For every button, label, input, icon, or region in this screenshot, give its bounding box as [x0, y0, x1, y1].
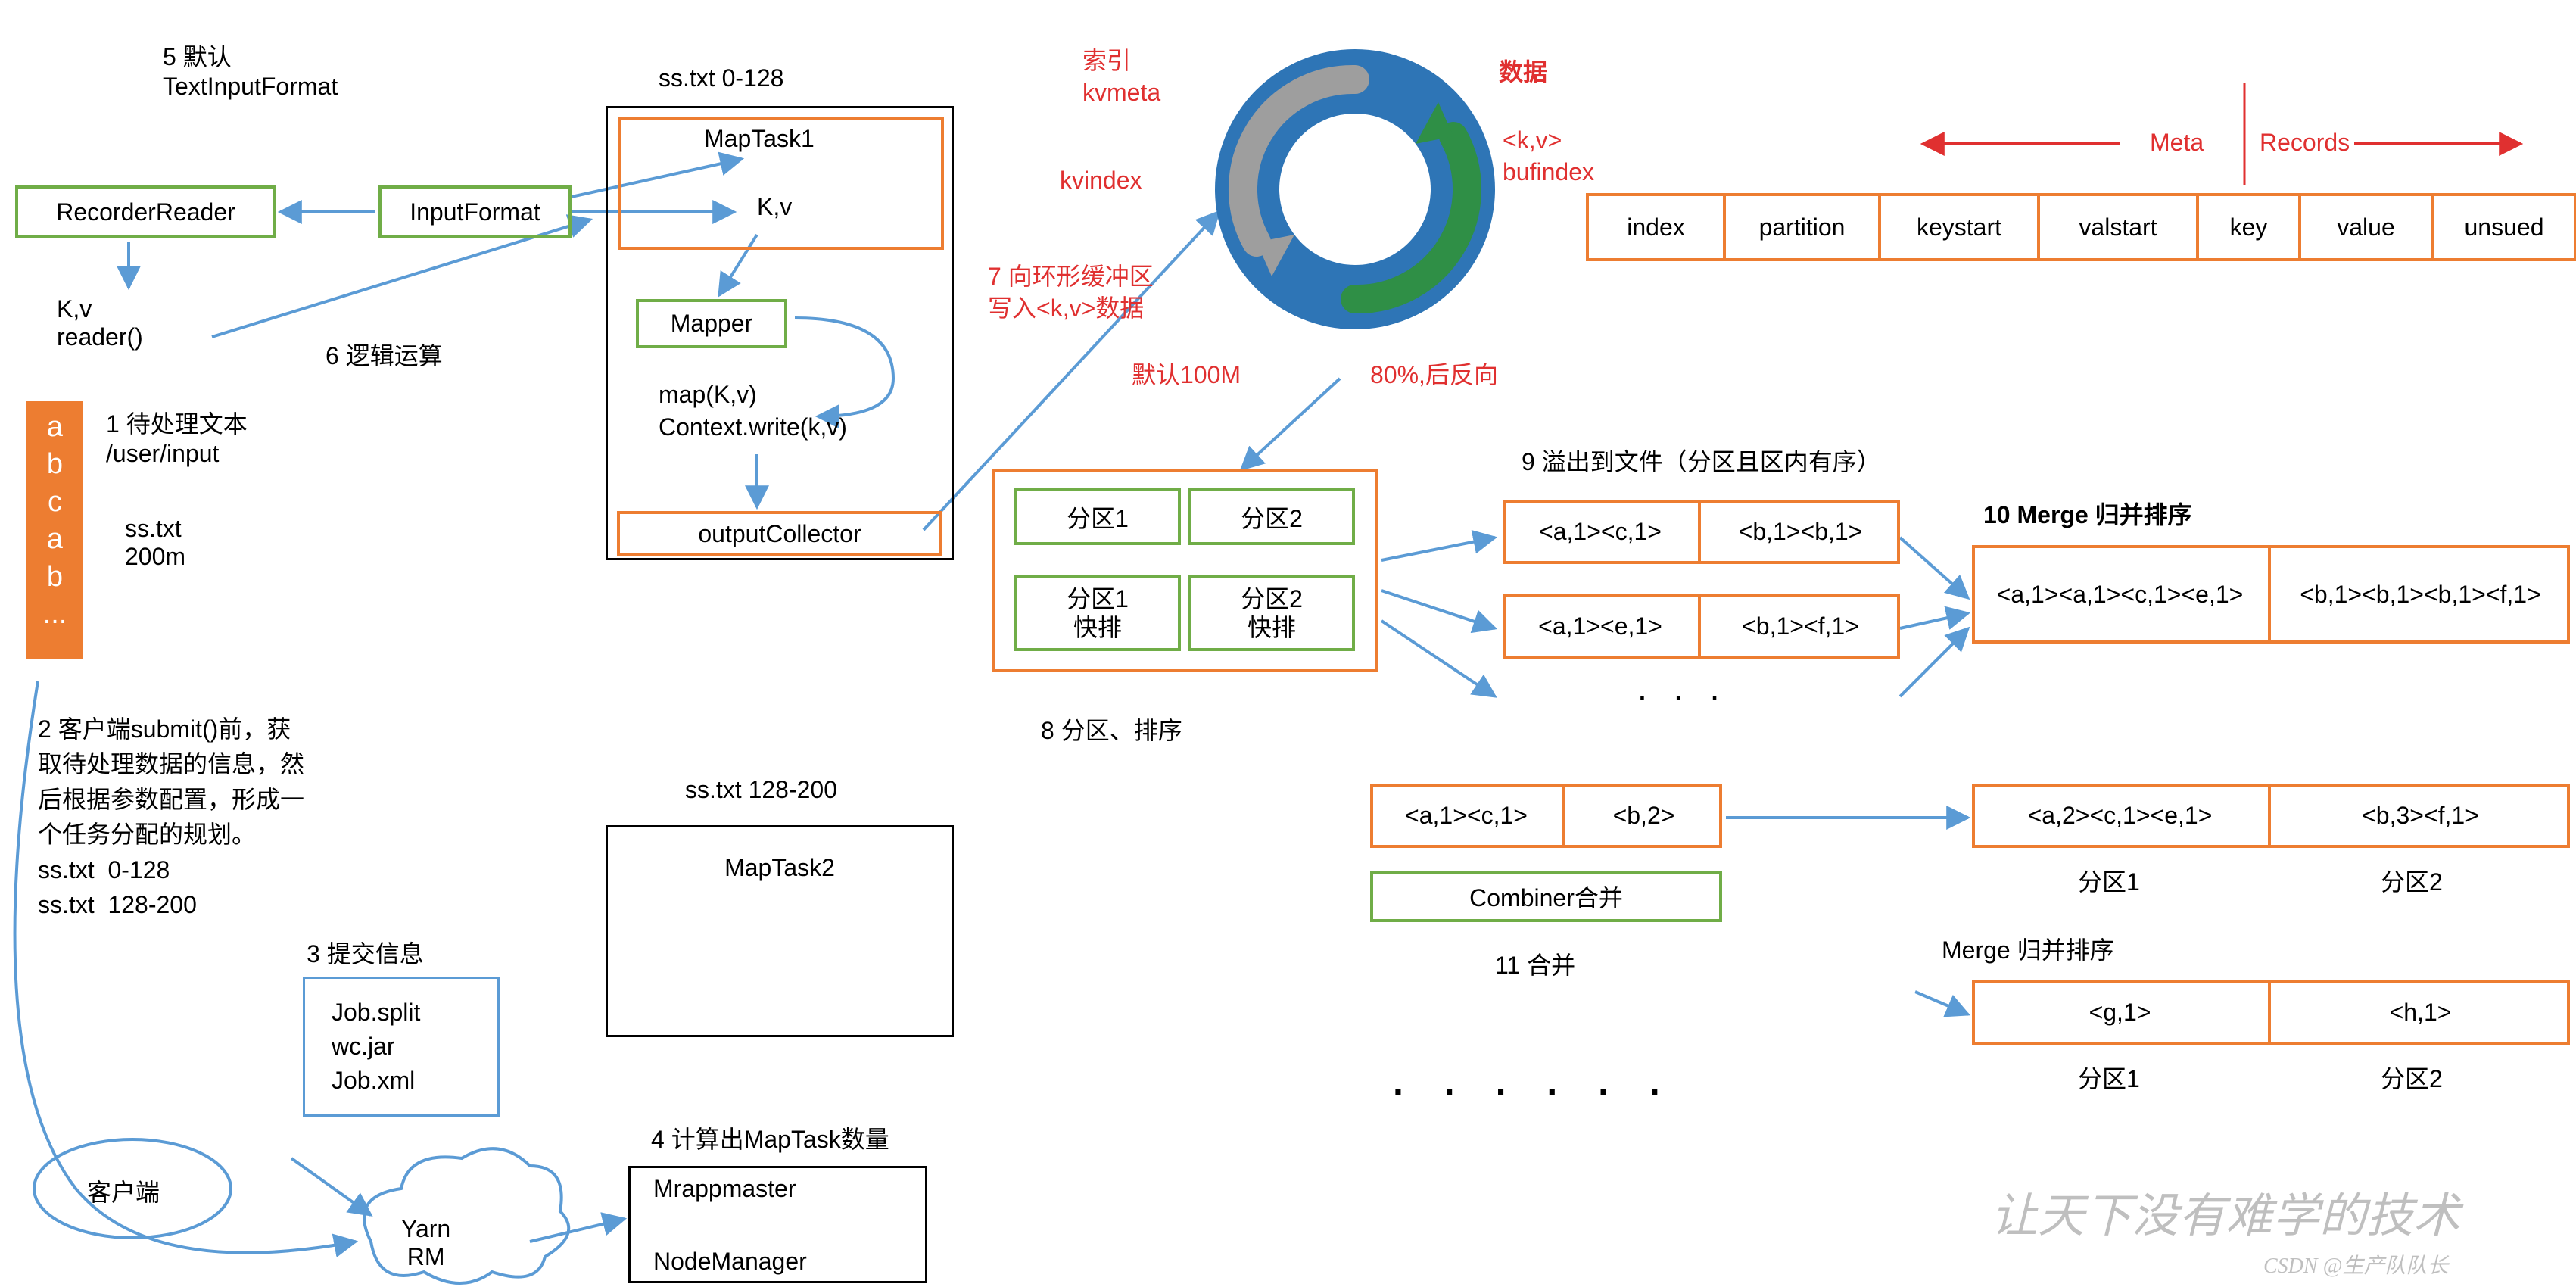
- merge-bottom-r1c2: <b,3><f,1>: [2271, 784, 2570, 848]
- merge-bottom-r2c1: <g,1>: [1972, 980, 2271, 1045]
- meta-cell-valstart: valstart: [2040, 193, 2199, 261]
- kv-reader-label: K,v reader(): [57, 295, 143, 351]
- output-collector-box: outputCollector: [617, 511, 942, 556]
- ring-80pct-label: 80%,后反向: [1370, 356, 1498, 391]
- partition1-sort: 分区1 快排: [1014, 575, 1181, 651]
- merge-bottom-p2b: 分区2: [2381, 1060, 2443, 1095]
- maptask1-kv: K,v: [757, 193, 792, 221]
- meta-cell-unsued: unsued: [2434, 193, 2576, 261]
- combiner-box: Combiner合并: [1370, 871, 1722, 922]
- diagram-canvas: 5 默认 TextInputFormat RecorderReader Inpu…: [0, 0, 2576, 1287]
- spill-r2c2: <b,1><f,1>: [1701, 594, 1900, 659]
- partition1: 分区1: [1014, 488, 1181, 545]
- step4-label: 4 计算出MapTask数量: [651, 1120, 889, 1155]
- job-info-box: Job.split wc.jar Job.xml: [303, 977, 500, 1117]
- spill-r1c1: <a,1><c,1>: [1503, 500, 1701, 564]
- yarn-label: Yarn RM: [401, 1215, 450, 1271]
- merge10-title: 10 Merge 归并排序: [1983, 496, 2192, 531]
- partition2: 分区2: [1188, 488, 1355, 545]
- meta-cell-keystart: keystart: [1881, 193, 2040, 261]
- ring-100m-label: 默认100M: [1132, 356, 1241, 391]
- watermark-sub: CSDN @生产队队长: [2263, 1249, 2448, 1279]
- step5-label: 5 默认 TextInputFormat: [163, 38, 338, 101]
- ring-kv-bufindex: <k,v> bufindex: [1503, 125, 1594, 188]
- step3-label: 3 提交信息: [307, 935, 424, 970]
- step1-label: 1 待处理文本 /user/input: [106, 405, 248, 468]
- watermark-main: 让天下没有难学的技术: [1991, 1177, 2460, 1245]
- combine-c2: <b,2>: [1565, 784, 1722, 848]
- maptask2-box: MapTask2: [606, 825, 954, 1037]
- input-file-column: a b c a b ...: [26, 401, 83, 659]
- maptask1-name: MapTask1: [704, 125, 815, 153]
- merge-bottom-r1c1: <a,2><c,1><e,1>: [1972, 784, 2271, 848]
- spill-r2c1: <a,1><e,1>: [1503, 594, 1701, 659]
- mapkv-label: map(K,v) Context.write(k,v): [659, 379, 847, 444]
- maptask2-title: ss.txt 128-200: [685, 776, 837, 804]
- step8-label: 8 分区、排序: [1041, 712, 1182, 746]
- merge10-c2: <b,1><b,1><b,1><f,1>: [2271, 545, 2570, 644]
- ring-index-label: 索引 kvmeta: [1082, 45, 1160, 108]
- merge-bottom-p1b: 分区1: [2078, 1060, 2140, 1095]
- ring-data-label: 数据: [1499, 53, 1547, 88]
- input-format-box: InputFormat: [378, 185, 572, 238]
- recorder-reader-box: RecorderReader: [15, 185, 276, 238]
- step9-label: 9 溢出到文件（分区且区内有序）: [1522, 443, 1881, 478]
- merge-bottom-title: Merge 归并排序: [1942, 931, 2114, 966]
- ring-step7-label: 7 向环形缓冲区 写入<k,v>数据: [988, 261, 1154, 324]
- merge10-c1: <a,1><a,1><c,1><e,1>: [1972, 545, 2271, 644]
- step11-label: 11 合并: [1495, 946, 1575, 981]
- merge-bottom-p1: 分区1: [2078, 863, 2140, 898]
- combine-c1: <a,1><c,1>: [1370, 784, 1565, 848]
- meta-cell-partition: partition: [1726, 193, 1881, 261]
- mrappmaster-box: Mrappmaster NodeManager: [628, 1166, 927, 1283]
- meta-label: Meta: [2150, 129, 2204, 157]
- merge-bottom-r2c2: <h,1>: [2271, 980, 2570, 1045]
- meta-table-row: index partition keystart valstart key va…: [1586, 193, 2576, 261]
- meta-cell-key: key: [2199, 193, 2301, 261]
- spill-dots: . . .: [1639, 678, 1729, 706]
- maptask1-title: ss.txt 0-128: [659, 64, 783, 92]
- step2-label: 2 客户端submit()前，获 取待处理数据的信息，然 后根据参数配置，形成一…: [38, 712, 304, 922]
- client-label: 客户端: [87, 1173, 160, 1208]
- records-label: Records: [2260, 129, 2350, 157]
- partition2-sort: 分区2 快排: [1188, 575, 1355, 651]
- step6-label: 6 逻辑运算: [326, 337, 443, 372]
- merge-bottom-p2: 分区2: [2381, 863, 2443, 898]
- meta-cell-value: value: [2301, 193, 2434, 261]
- spill-r1c2: <b,1><b,1>: [1701, 500, 1900, 564]
- mapper-box: Mapper: [636, 299, 787, 348]
- ring-kvindex-label: kvindex: [1060, 167, 1142, 195]
- ss-info-label: ss.txt 200m: [125, 515, 185, 571]
- ellipsis-big: . . . . . .: [1393, 1060, 1675, 1104]
- meta-cell-index: index: [1586, 193, 1726, 261]
